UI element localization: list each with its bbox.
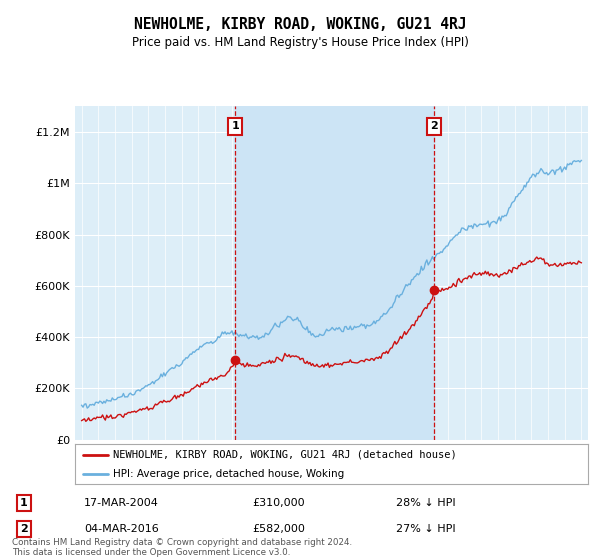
Text: 17-MAR-2004: 17-MAR-2004 xyxy=(84,498,159,508)
Text: 1: 1 xyxy=(20,498,28,508)
Text: NEWHOLME, KIRBY ROAD, WOKING, GU21 4RJ (detached house): NEWHOLME, KIRBY ROAD, WOKING, GU21 4RJ (… xyxy=(113,450,457,460)
Text: HPI: Average price, detached house, Woking: HPI: Average price, detached house, Woki… xyxy=(113,469,345,479)
Text: 2: 2 xyxy=(20,524,28,534)
Text: NEWHOLME, KIRBY ROAD, WOKING, GU21 4RJ: NEWHOLME, KIRBY ROAD, WOKING, GU21 4RJ xyxy=(134,17,466,32)
Text: 28% ↓ HPI: 28% ↓ HPI xyxy=(396,498,455,508)
Text: 1: 1 xyxy=(231,122,239,132)
Text: £310,000: £310,000 xyxy=(252,498,305,508)
Text: Price paid vs. HM Land Registry's House Price Index (HPI): Price paid vs. HM Land Registry's House … xyxy=(131,36,469,49)
Text: £582,000: £582,000 xyxy=(252,524,305,534)
Bar xyxy=(235,106,434,440)
Text: 04-MAR-2016: 04-MAR-2016 xyxy=(84,524,159,534)
Text: Contains HM Land Registry data © Crown copyright and database right 2024.
This d: Contains HM Land Registry data © Crown c… xyxy=(12,538,352,557)
Text: 27% ↓ HPI: 27% ↓ HPI xyxy=(396,524,455,534)
Text: 2: 2 xyxy=(431,122,439,132)
